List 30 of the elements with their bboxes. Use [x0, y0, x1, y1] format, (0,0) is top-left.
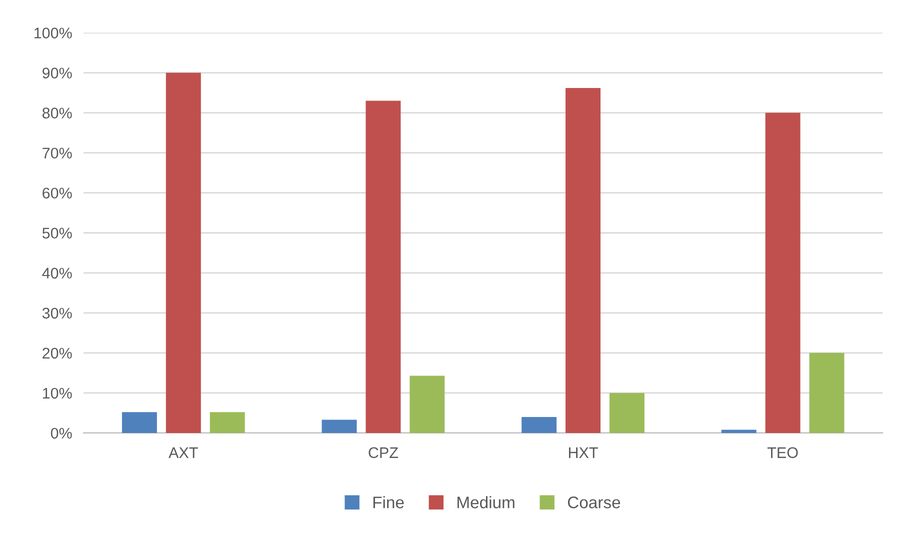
- y-tick-label: 80%: [42, 108, 72, 118]
- y-tick-label: 10%: [42, 388, 72, 399]
- bar: [721, 430, 756, 433]
- bar: [522, 416, 557, 433]
- bar: [410, 376, 445, 433]
- x-tick-label: TEO: [767, 447, 798, 458]
- bar: [322, 420, 357, 433]
- bar: [366, 100, 401, 433]
- y-tick-label: 0%: [50, 428, 72, 439]
- bar: [166, 72, 201, 433]
- y-tick-label: 20%: [42, 348, 72, 359]
- x-tick-label: AXT: [168, 447, 198, 458]
- bar: [809, 352, 844, 433]
- x-tick-label: HXT: [569, 447, 598, 458]
- y-tick-label: 90%: [42, 68, 72, 78]
- y-tick-label: 100%: [34, 28, 72, 38]
- legend-label: Fine: [373, 496, 404, 508]
- legend-label: Coarse: [568, 496, 620, 508]
- bar: [122, 412, 157, 433]
- x-tick-label: CPZ: [368, 447, 398, 458]
- y-tick-label: 40%: [42, 268, 72, 279]
- y-tick-label: 50%: [42, 228, 72, 239]
- bar: [765, 112, 800, 433]
- y-tick-label: 70%: [42, 148, 72, 159]
- y-tick-label: 30%: [42, 308, 72, 319]
- bar: [566, 88, 601, 433]
- bar: [610, 392, 644, 433]
- bar: [210, 412, 245, 433]
- y-tick-label: 60%: [42, 188, 72, 199]
- legend-label: Medium: [458, 496, 514, 508]
